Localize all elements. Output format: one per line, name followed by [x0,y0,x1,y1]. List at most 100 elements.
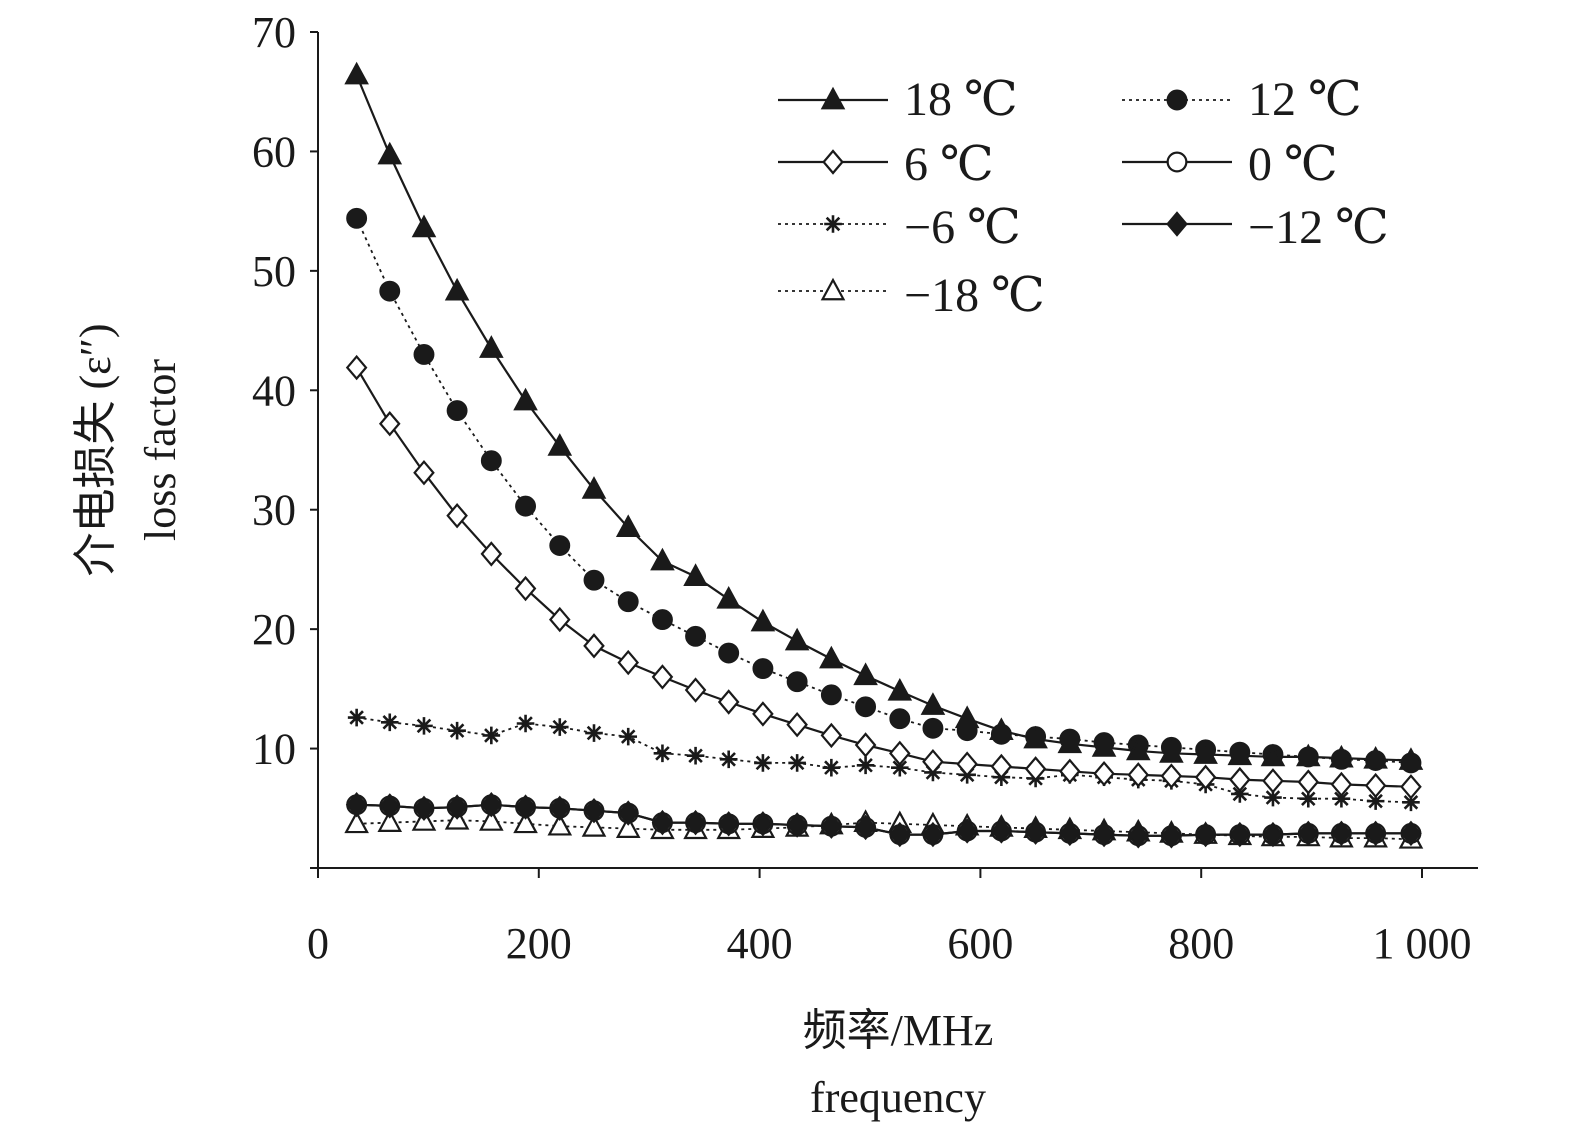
data-point [685,625,707,647]
y-tick-label: 70 [252,8,296,57]
data-point [1330,820,1353,847]
data-point [619,727,638,746]
data-point [1194,764,1217,790]
data-point [752,811,774,837]
y-tick-label: 20 [252,605,296,654]
data-point [1400,820,1422,847]
data-point [854,732,877,758]
data-point [583,797,605,824]
data-point [1024,819,1047,845]
data-point [786,812,808,838]
data-point [516,714,535,733]
legend-label: 12 ℃ [1248,73,1362,126]
data-point [444,277,470,301]
data-point [990,753,1013,780]
data-point [1262,768,1284,794]
data-point [479,808,504,831]
x-tick-label: 1 000 [1373,919,1472,968]
data-point [1262,821,1284,848]
y-tick-label: 60 [252,127,296,176]
data-point [920,692,946,715]
legend-label: 0 ℃ [1248,138,1338,191]
series-line [356,819,1412,841]
data-point [1398,747,1424,770]
data-point [922,717,944,739]
data-point [1023,725,1048,749]
data-point [413,795,435,821]
data-point [1400,774,1422,800]
legend-marker [822,149,844,175]
data-point [583,569,605,591]
data-point [550,718,569,736]
data-point [1363,746,1388,769]
data-point [717,689,740,715]
data-point [1295,743,1321,767]
data-point [548,606,571,633]
legend-item: −18 ℃ [778,269,1045,322]
data-point [651,809,674,836]
data-point [1297,820,1320,847]
legend-marker [820,277,846,301]
data-point [581,476,607,499]
data-point [446,400,468,422]
data-point [581,814,607,837]
data-point [413,459,435,486]
data-point [379,280,401,302]
legend-item: 6 ℃ [778,138,994,191]
data-point [480,450,502,472]
data-point [1093,760,1115,787]
data-point [683,563,708,586]
series-3 [346,794,1422,847]
legend-marker [824,215,842,233]
data-point [854,814,877,841]
data-point [650,547,675,571]
legend-marker [820,86,846,110]
data-point [1160,823,1183,849]
data-point [1227,742,1253,766]
data-point [1125,737,1151,761]
x-tick-label: 800 [1168,919,1234,968]
data-point [820,813,843,839]
legend-item: 18 ℃ [778,73,1018,126]
y-tick-label: 30 [252,486,296,535]
data-point [617,591,639,613]
data-point [482,726,501,745]
legend-marker [1166,151,1188,173]
data-point [1229,821,1251,848]
data-point [717,811,740,837]
data-point [513,387,538,411]
data-point [1059,820,1081,847]
x-tick-label: 400 [727,919,793,968]
data-point [547,812,573,836]
data-point [719,750,738,769]
series-line [356,716,1412,804]
series-layer [344,61,1424,849]
y-tick-label: 40 [252,366,296,415]
legend-marker [1166,211,1188,237]
data-point [990,818,1013,844]
data-point [786,711,808,738]
data-point [820,684,842,706]
y-ticks: 10 20 30 40 50 60 70 [252,8,318,774]
data-point [853,662,878,686]
data-point [548,795,571,821]
data-point [617,800,640,826]
legend-item: 12 ℃ [1122,73,1362,126]
data-point [515,495,537,517]
data-point [956,751,978,777]
data-point [752,658,774,680]
data-point [1260,743,1286,767]
data-point [446,502,468,529]
data-point [1297,769,1320,795]
data-point [889,708,911,730]
data-point [686,746,705,765]
data-point [954,705,980,729]
x-tick-label: 600 [947,919,1013,968]
data-point [822,758,841,777]
y-tick-label: 50 [252,247,296,296]
data-point [718,642,740,664]
data-point [1160,763,1183,789]
data-point [377,809,403,832]
data-point [583,633,605,659]
